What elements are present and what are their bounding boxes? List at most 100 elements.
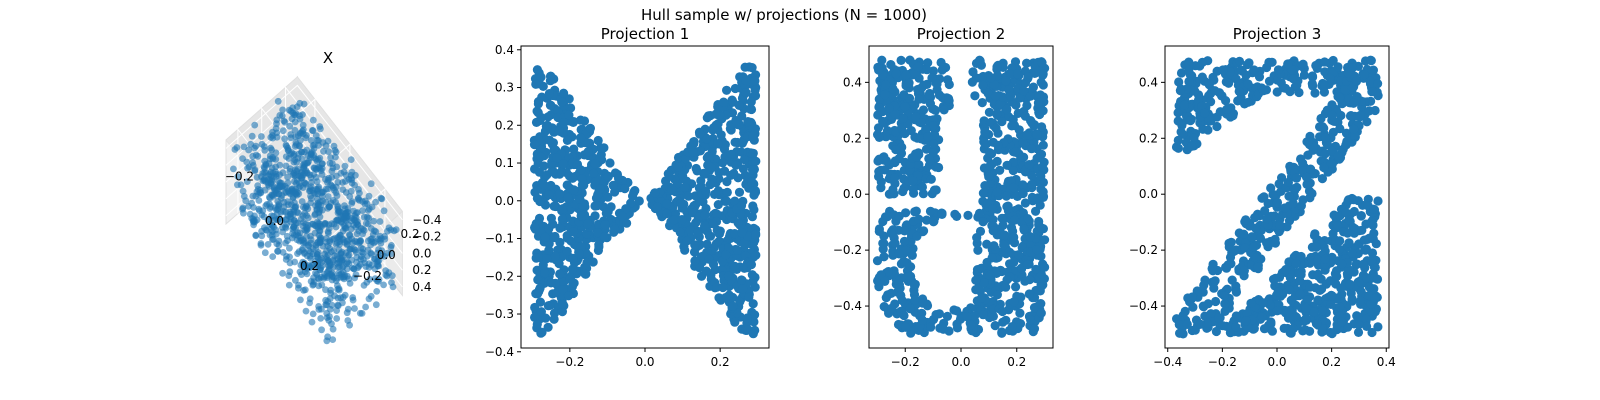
scatter-point <box>557 307 568 317</box>
scatter-point <box>741 75 751 86</box>
scatter-point <box>742 313 753 323</box>
scatter-point-3d <box>330 247 337 255</box>
scatter-point <box>1359 235 1369 245</box>
scatter-point <box>590 159 600 169</box>
scatter-point-3d <box>268 191 276 199</box>
scatter-point <box>721 250 731 260</box>
scatter-point <box>1176 68 1187 78</box>
scatter-point <box>888 184 898 195</box>
scatter-point <box>1267 326 1277 336</box>
z-tick-label-3d: 0.0 <box>412 246 431 260</box>
scatter-point <box>931 310 941 320</box>
scatter-point <box>1038 187 1048 197</box>
scatter-point-3d <box>292 276 299 284</box>
scatter-point <box>1024 160 1034 170</box>
scatter-point-3d <box>365 192 373 200</box>
scatter-point <box>874 132 884 142</box>
scatter-point <box>978 217 988 227</box>
scatter-point-3d <box>291 126 299 134</box>
scatter-point <box>688 208 698 218</box>
scatter-point <box>1258 86 1268 96</box>
x-tick-label: 0.2 <box>1007 355 1026 369</box>
scatter-point <box>1009 297 1019 307</box>
scatter-point-3d <box>313 271 321 278</box>
scatter-point <box>907 250 917 260</box>
panel-3d-title: X <box>323 49 333 67</box>
scatter-point <box>1335 124 1345 134</box>
scatter-point <box>1184 58 1194 68</box>
scatter-point <box>1336 283 1346 293</box>
scatter-point <box>913 62 923 72</box>
scatter-point <box>1301 303 1311 313</box>
scatter-point <box>936 57 946 68</box>
scatter-point-3d <box>281 135 288 143</box>
scatter-point <box>676 198 686 208</box>
scatter-point-3d <box>281 182 289 190</box>
scatter-point <box>1025 232 1035 242</box>
scatter-point <box>1018 188 1028 199</box>
scatter-point-3d <box>333 315 341 322</box>
scatter-point-3d <box>349 296 357 304</box>
scatter-point <box>1228 111 1238 121</box>
scatter-point <box>997 328 1007 338</box>
scatter-point <box>734 187 745 197</box>
scatter-point-3d <box>335 269 343 277</box>
scatter-point <box>897 295 907 306</box>
scatter-point <box>1008 165 1018 176</box>
x-tick-label-3d: 0.2 <box>300 259 319 273</box>
scatter-point <box>927 73 937 83</box>
scatter-point <box>546 213 557 223</box>
scatter-point <box>1343 68 1353 78</box>
scatter-point <box>988 204 998 214</box>
scatter-point <box>922 79 932 89</box>
scatter-point <box>667 184 677 194</box>
scatter-point <box>916 134 926 144</box>
scatter-point <box>881 156 892 166</box>
scatter-point <box>751 250 761 260</box>
scatter-point <box>603 192 613 202</box>
scatter-point <box>1195 319 1206 329</box>
scatter-point <box>923 132 933 142</box>
scatter-point <box>992 109 1002 119</box>
scatter-point <box>706 162 716 172</box>
scatter-point-3d <box>334 179 342 186</box>
scatter-point <box>979 278 989 288</box>
scatter-point <box>1328 55 1338 66</box>
scatter-point <box>970 91 980 101</box>
scatter-point <box>890 108 900 119</box>
scatter-point-3d <box>356 309 364 317</box>
scatter-point <box>733 218 743 228</box>
scatter-point <box>1018 180 1028 190</box>
scatter-point-3d <box>312 165 320 173</box>
scatter-point <box>1306 164 1316 174</box>
scatter-point <box>692 166 702 176</box>
scatter-point <box>1313 295 1323 305</box>
scatter-point <box>1282 222 1292 232</box>
scatter-point <box>1325 73 1335 83</box>
scatter-point <box>904 272 914 282</box>
y-tick-label: 0.0 <box>843 187 862 201</box>
scatter-point-3d <box>258 133 265 140</box>
scatter-point <box>1249 242 1259 252</box>
scatter-point <box>536 307 547 317</box>
scatter-point <box>709 123 719 133</box>
scatter-point-3d <box>324 228 332 236</box>
scatter-point <box>1344 238 1354 248</box>
scatter-point <box>677 215 687 225</box>
scatter-point-3d <box>370 255 378 263</box>
y-tick-label: −0.3 <box>485 307 514 321</box>
y-tick-label: −0.4 <box>485 345 514 359</box>
scatter-point <box>993 140 1003 150</box>
scatter-point <box>569 227 579 237</box>
scatter-point-3d <box>254 182 262 190</box>
scatter-point <box>1176 127 1186 137</box>
scatter-point <box>1223 260 1233 270</box>
scatter-point <box>1262 238 1272 248</box>
scatter-point <box>1351 76 1362 86</box>
scatter-point <box>1332 271 1342 281</box>
scatter-point <box>1002 275 1012 285</box>
scatter-point-3d <box>285 272 293 279</box>
scatter-point <box>974 208 985 218</box>
scatter-point <box>874 167 884 177</box>
scatter-point <box>538 81 548 91</box>
